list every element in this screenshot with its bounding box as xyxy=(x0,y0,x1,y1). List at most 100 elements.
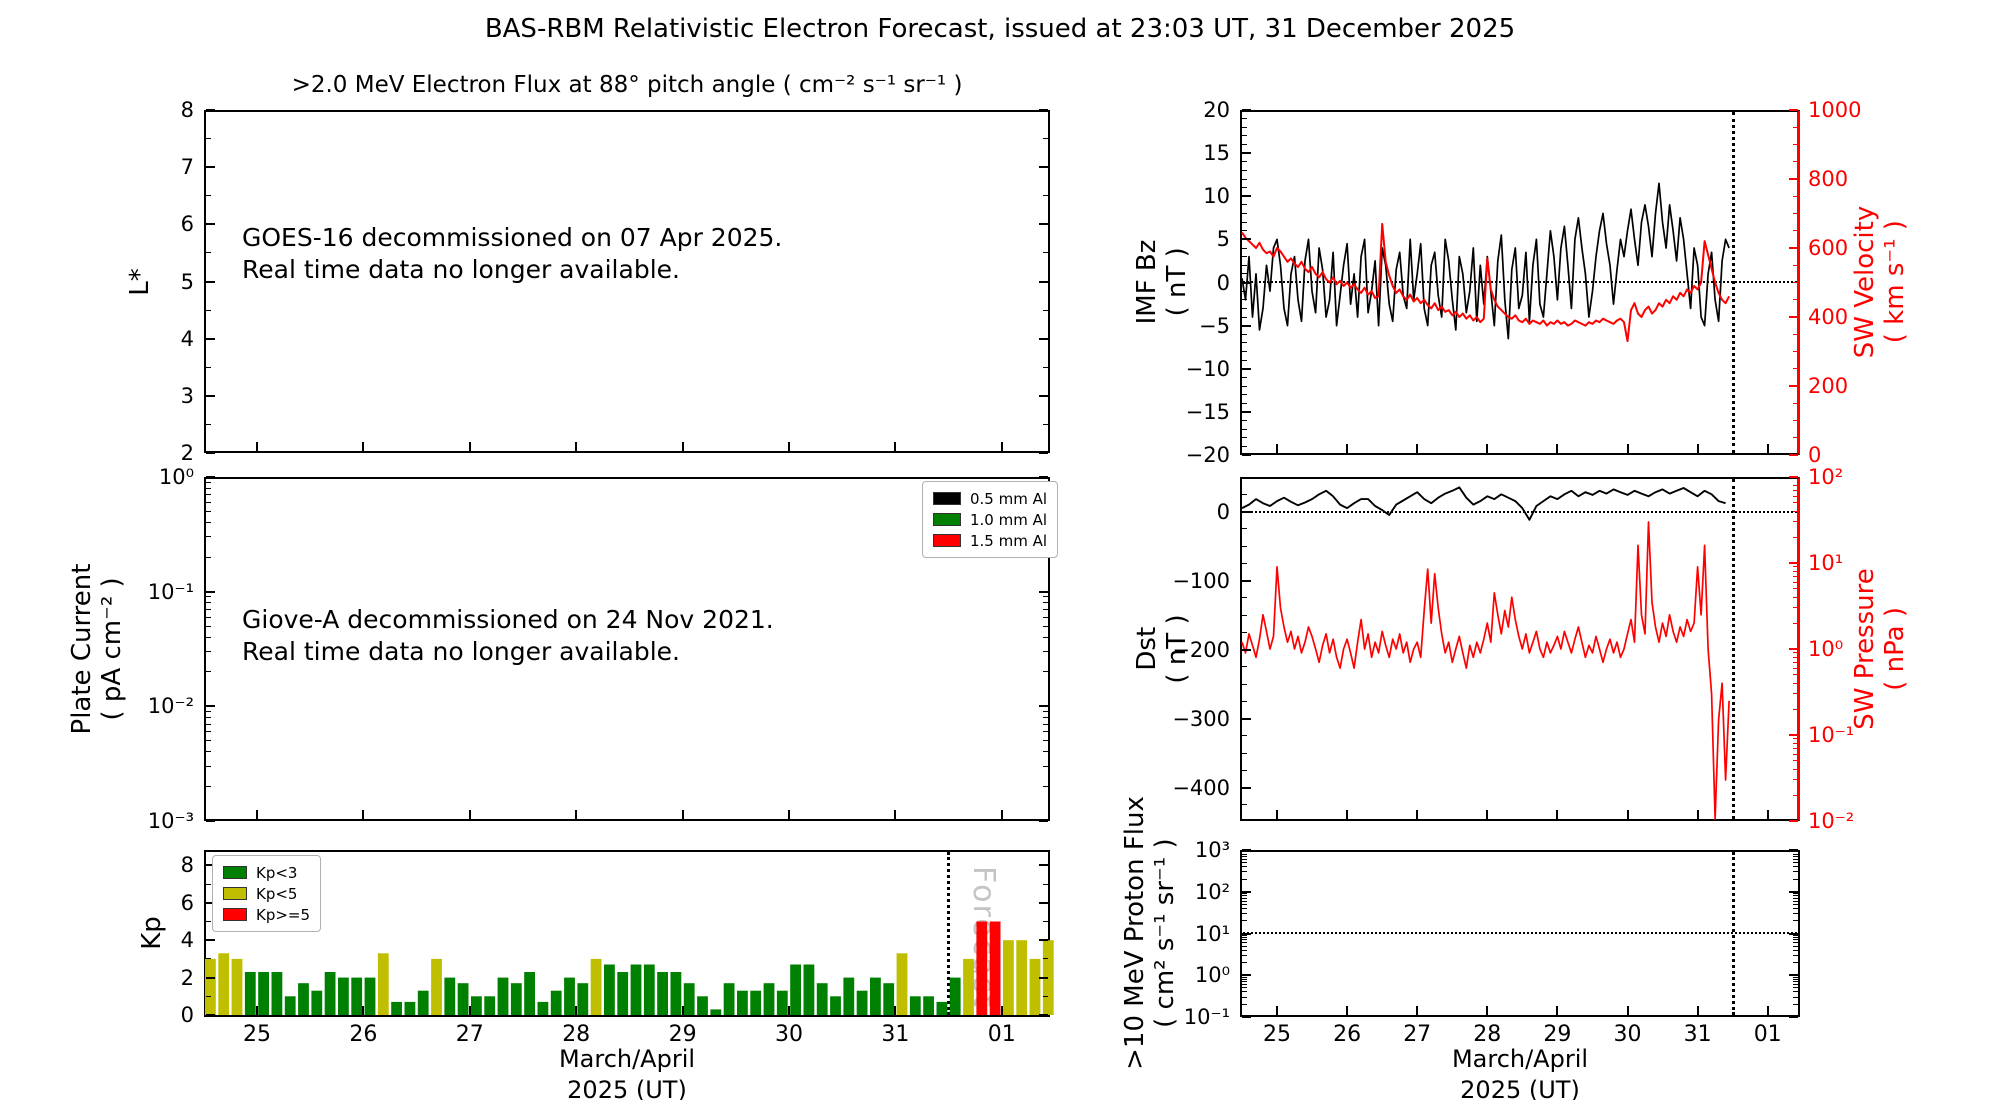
tick-mark xyxy=(1242,934,1247,936)
tick-mark xyxy=(1242,920,1247,922)
tick-mark xyxy=(1242,359,1247,361)
tick-mark xyxy=(206,765,211,767)
tick-label: 20 xyxy=(1203,98,1230,122)
tick-mark xyxy=(206,252,211,254)
tick-label: 10¹ xyxy=(1808,551,1844,575)
xaxis-label-left-line1: March/April xyxy=(558,1045,696,1073)
tick-mark xyxy=(1416,444,1419,453)
tick-mark xyxy=(1242,900,1247,902)
tick-mark xyxy=(1242,700,1247,702)
tick-mark xyxy=(1789,932,1798,935)
tick-mark xyxy=(1242,256,1247,258)
tick-mark xyxy=(1793,853,1798,855)
tick-mark xyxy=(256,1006,258,1015)
tick-mark xyxy=(1789,1016,1798,1018)
tick-mark xyxy=(1793,144,1798,145)
tick-mark xyxy=(1789,849,1798,851)
tick-mark xyxy=(1242,991,1247,993)
tick-mark xyxy=(1242,178,1247,180)
tick-mark xyxy=(1793,264,1798,266)
tick-mark xyxy=(1043,995,1048,997)
tick-mark xyxy=(1556,810,1559,819)
tick-mark xyxy=(1793,954,1798,956)
tick-label: 4 xyxy=(180,928,194,953)
tick-mark xyxy=(1242,984,1247,985)
tick-label: 10⁰ xyxy=(1194,963,1230,988)
tick-mark xyxy=(1793,855,1798,857)
tick-mark xyxy=(1793,984,1798,985)
tick-mark xyxy=(1242,221,1247,223)
tick-mark xyxy=(1043,625,1048,627)
tick-mark xyxy=(1793,652,1798,654)
tick-mark xyxy=(362,1006,365,1015)
tick-mark xyxy=(1043,636,1048,638)
tick-mark xyxy=(1793,588,1798,590)
tick-mark xyxy=(1242,351,1247,352)
tick-mark xyxy=(256,442,258,451)
tick-label: 0 xyxy=(1808,443,1822,467)
tick-mark xyxy=(1043,309,1048,311)
tick-label: 10⁻² xyxy=(1808,809,1855,833)
tick-label: 29 xyxy=(668,1022,697,1047)
tick-mark xyxy=(1793,693,1798,695)
tick-mark xyxy=(1242,144,1247,145)
tick-mark xyxy=(1242,939,1247,941)
tick-mark xyxy=(1793,945,1798,947)
tick-mark xyxy=(1242,333,1247,335)
tick-mark xyxy=(1242,717,1251,720)
tick-mark xyxy=(1242,385,1247,387)
tick-mark xyxy=(206,423,211,425)
tick-mark xyxy=(206,723,211,725)
tick-mark xyxy=(1242,493,1247,495)
tick-label: 10² xyxy=(1808,465,1844,489)
tick-mark xyxy=(1626,810,1629,819)
sw-velocity-axis-label: SW Velocity( km s⁻¹ ) xyxy=(1850,205,1910,359)
tick-mark xyxy=(206,616,211,618)
tick-label: −10 xyxy=(1185,356,1230,381)
tick-mark xyxy=(1242,1003,1247,1005)
tick-label: 1000 xyxy=(1808,98,1862,122)
tick-mark xyxy=(1793,596,1798,598)
tick-mark xyxy=(1242,437,1247,439)
tick-mark xyxy=(1242,247,1247,249)
tick-mark xyxy=(1696,1006,1699,1015)
tick-mark xyxy=(206,921,211,922)
tick-mark xyxy=(1789,476,1798,478)
tick-mark xyxy=(1346,810,1349,819)
tick-mark xyxy=(1242,545,1247,547)
forecast-divider-dst xyxy=(1732,479,1735,819)
tick-label: 10² xyxy=(1194,879,1230,904)
legend-item: 1.0 mm Al xyxy=(933,509,1047,530)
tick-mark xyxy=(1242,648,1251,651)
tick-mark xyxy=(206,705,215,708)
tick-mark xyxy=(1793,667,1798,669)
tick-mark xyxy=(1793,742,1798,744)
tick-mark xyxy=(1242,290,1247,292)
forecast-divider-proton xyxy=(1732,852,1735,1015)
tick-mark xyxy=(1039,705,1048,708)
tick-mark xyxy=(1793,333,1798,335)
tick-label: 25 xyxy=(243,1022,271,1047)
tick-label: 10 xyxy=(1203,184,1230,209)
tick-mark xyxy=(1793,858,1798,860)
tick-mark xyxy=(1242,897,1247,899)
tick-mark xyxy=(206,223,215,226)
tick-mark xyxy=(1793,747,1798,749)
tick-mark xyxy=(1043,751,1048,753)
tick-label: 28 xyxy=(562,1022,591,1047)
tick-mark xyxy=(1793,981,1798,983)
xaxis-label-right-line2: 2025 (UT) xyxy=(1460,1076,1580,1100)
tick-mark xyxy=(1789,648,1798,650)
tick-label: −15 xyxy=(1185,399,1230,424)
tick-mark xyxy=(1242,187,1247,189)
tick-mark xyxy=(1242,954,1247,956)
legend-label: 0.5 mm Al xyxy=(970,489,1048,508)
tick-mark xyxy=(1789,890,1798,893)
tick-mark xyxy=(1793,682,1798,684)
tick-mark xyxy=(206,536,211,538)
tick-label: 400 xyxy=(1808,305,1849,329)
tick-mark xyxy=(206,671,211,673)
tick-mark xyxy=(1793,1003,1798,1005)
tick-mark xyxy=(1039,976,1048,979)
tick-mark xyxy=(206,138,211,140)
